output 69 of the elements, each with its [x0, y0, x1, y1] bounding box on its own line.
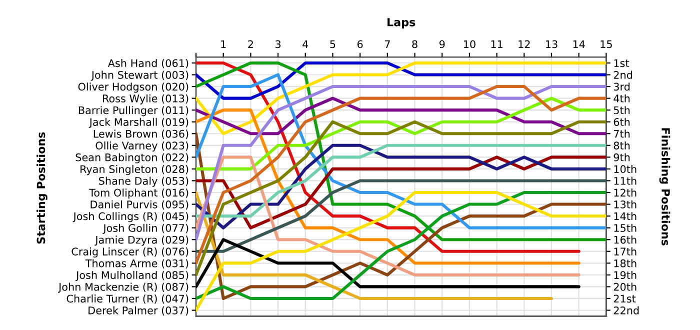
- y2-tick-label: 13th: [614, 200, 636, 208]
- x-tick-label: 12: [518, 40, 530, 48]
- x-tick-label: 7: [384, 40, 390, 48]
- category-label: Lewis Brown (036): [94, 130, 188, 139]
- category-label: Barrie Pullinger (011): [78, 106, 188, 116]
- y2-tick-label: 14th: [614, 212, 636, 220]
- x-tick-label: 9: [439, 40, 445, 48]
- y2-tick-label: 5th: [614, 106, 630, 114]
- y2-tick-label: 2nd: [614, 70, 632, 79]
- category-label: Ash Hand (061): [108, 59, 188, 68]
- y2-tick-label: 16th: [614, 236, 636, 244]
- category-label: Shane Daly (053): [99, 176, 188, 187]
- y2-tick-label: 17th: [614, 247, 636, 256]
- y2-tick-label: 22nd: [614, 306, 639, 314]
- category-label: Josh Collings (R) (045): [72, 212, 188, 222]
- y2-tick-label: 4th: [614, 94, 630, 102]
- y2-tick-label: 10th: [614, 164, 636, 174]
- category-label: Jack Marshall (019): [88, 118, 188, 128]
- category-label: Sean Babington (022): [76, 153, 188, 164]
- category-label: Josh Mulholland (085): [76, 270, 188, 281]
- category-label: Thomas Arme (031): [85, 259, 188, 268]
- y2-tick-label: 3rd: [614, 82, 630, 91]
- line-series: [196, 179, 606, 253]
- category-label: Ryan Singleton (028): [80, 164, 188, 176]
- y2-axis-title: Finishing Positions: [659, 128, 670, 246]
- x-tick-label: 1: [221, 40, 226, 48]
- line-series: [196, 61, 606, 100]
- line-series: [196, 108, 580, 265]
- y2-tick-label: 9th: [614, 153, 630, 162]
- category-label: Derek Palmer (037): [88, 306, 188, 316]
- x-tick-label: 14: [573, 40, 585, 48]
- category-label: Daniel Purvis (095): [90, 200, 188, 210]
- y2-tick-label: 19th: [614, 270, 636, 280]
- y2-tick-label: 15th: [614, 224, 636, 232]
- text: Starting Positions: [36, 132, 48, 244]
- line-series: [196, 61, 606, 136]
- y2-tick-label: 11th: [614, 176, 636, 185]
- category-label: Charlie Turner (R) (047): [66, 294, 188, 304]
- y2-tick-label: 6th: [614, 118, 630, 126]
- y2-tick-label: 7th: [614, 130, 630, 138]
- x-tick-label: 2: [248, 40, 253, 48]
- category-label: Jamie Dzyra (029): [94, 236, 188, 246]
- category-label: John Stewart (003): [90, 70, 188, 81]
- line-series: [196, 96, 606, 136]
- category-label: Craig Linscer (R) (076): [72, 247, 188, 258]
- x-tick-label: 5: [330, 40, 336, 48]
- y2-tick-label: 20th: [614, 282, 636, 291]
- y2-tick-label: 1st: [614, 59, 630, 68]
- line-series: [196, 120, 606, 276]
- x-tick-label: 13: [546, 40, 558, 48]
- x-tick-label: 6: [357, 40, 363, 48]
- x-tick-label: 11: [491, 40, 502, 48]
- x-tick-label: 10: [464, 40, 476, 48]
- x-axis-title: Laps: [388, 18, 416, 28]
- category-label: John Mackenzie (R) (087): [58, 282, 188, 293]
- category-label: Tom Oliphant (016): [89, 188, 188, 199]
- y2-tick-label: 12th: [614, 188, 636, 196]
- x-tick-label: 3: [276, 40, 281, 48]
- line-series: [196, 96, 606, 170]
- category-label: Oliver Hodgson (020): [78, 82, 188, 93]
- category-label: Ollie Varney (023): [96, 141, 188, 152]
- category-label: Josh Gollin (077): [102, 224, 188, 234]
- x-tick-label: 4: [302, 40, 308, 48]
- x-tick-label: 8: [412, 40, 418, 48]
- y2-tick-label: 21st: [614, 294, 636, 303]
- category-label: Ross Wylie (013): [102, 94, 188, 104]
- x-tick-label: 15: [600, 40, 612, 48]
- y2-tick-label: 8th: [614, 141, 630, 150]
- y2-tick-label: 18th: [614, 259, 636, 268]
